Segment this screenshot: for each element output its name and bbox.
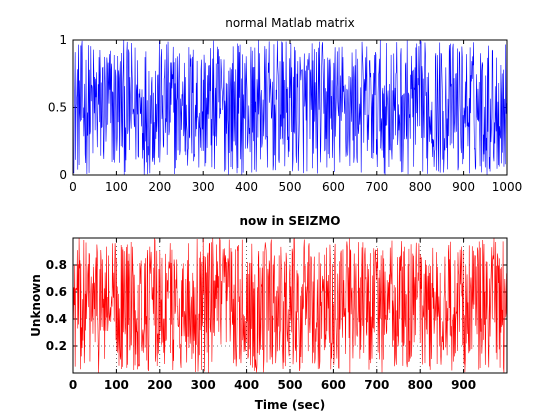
top-axes: normal Matlab matrix 0 100 200 300 400 500 600 7… <box>48 16 522 194</box>
x-axis-label: Time (sec) <box>255 398 325 412</box>
x-tick-label: 900 <box>452 180 475 194</box>
x-tick-label: 300 <box>191 378 216 392</box>
x-tick-label: 600 <box>321 378 346 392</box>
y-tick-label: 1 <box>59 33 67 47</box>
x-tick-label: 200 <box>148 180 171 194</box>
x-tick-label: 100 <box>104 378 129 392</box>
y-tick-label: 0.5 <box>48 101 67 115</box>
x-tick-label: 400 <box>234 378 259 392</box>
y-tick-label: 0.4 <box>46 312 67 326</box>
axes-frame <box>72 237 508 374</box>
x-tick-label: 300 <box>192 180 215 194</box>
y-tick-label: 0.2 <box>46 339 67 353</box>
x-tick-label: 900 <box>451 378 476 392</box>
x-tick-label: 1000 <box>492 180 523 194</box>
x-tick-label: 200 <box>147 378 172 392</box>
x-tick-label: 700 <box>364 378 389 392</box>
x-tick-label: 800 <box>409 180 432 194</box>
y-tick-label: 0 <box>59 168 67 182</box>
x-tick-label: 100 <box>105 180 128 194</box>
x-tick-label: 0 <box>69 180 77 194</box>
x-tick-label: 700 <box>365 180 388 194</box>
x-tick-label: 0 <box>69 378 77 392</box>
y-axis-label: Unknown <box>29 274 43 337</box>
series-line <box>73 238 508 373</box>
x-tick-label: 500 <box>277 378 302 392</box>
x-tick-label: 400 <box>235 180 258 194</box>
x-tick-label: 800 <box>408 378 433 392</box>
chart-title: normal Matlab matrix <box>225 16 355 30</box>
bottom-axes: now in SEIZMO 0 100 200 300 400 500 600 700 800 90… <box>29 214 508 412</box>
chart-title: now in SEIZMO <box>239 214 340 228</box>
axes-frame <box>72 39 508 176</box>
x-tick-label: 500 <box>279 180 302 194</box>
x-tick-label: 600 <box>322 180 345 194</box>
y-tick-label: 0.8 <box>46 258 67 272</box>
y-tick-label: 0.6 <box>46 285 67 299</box>
series-line <box>73 40 508 175</box>
